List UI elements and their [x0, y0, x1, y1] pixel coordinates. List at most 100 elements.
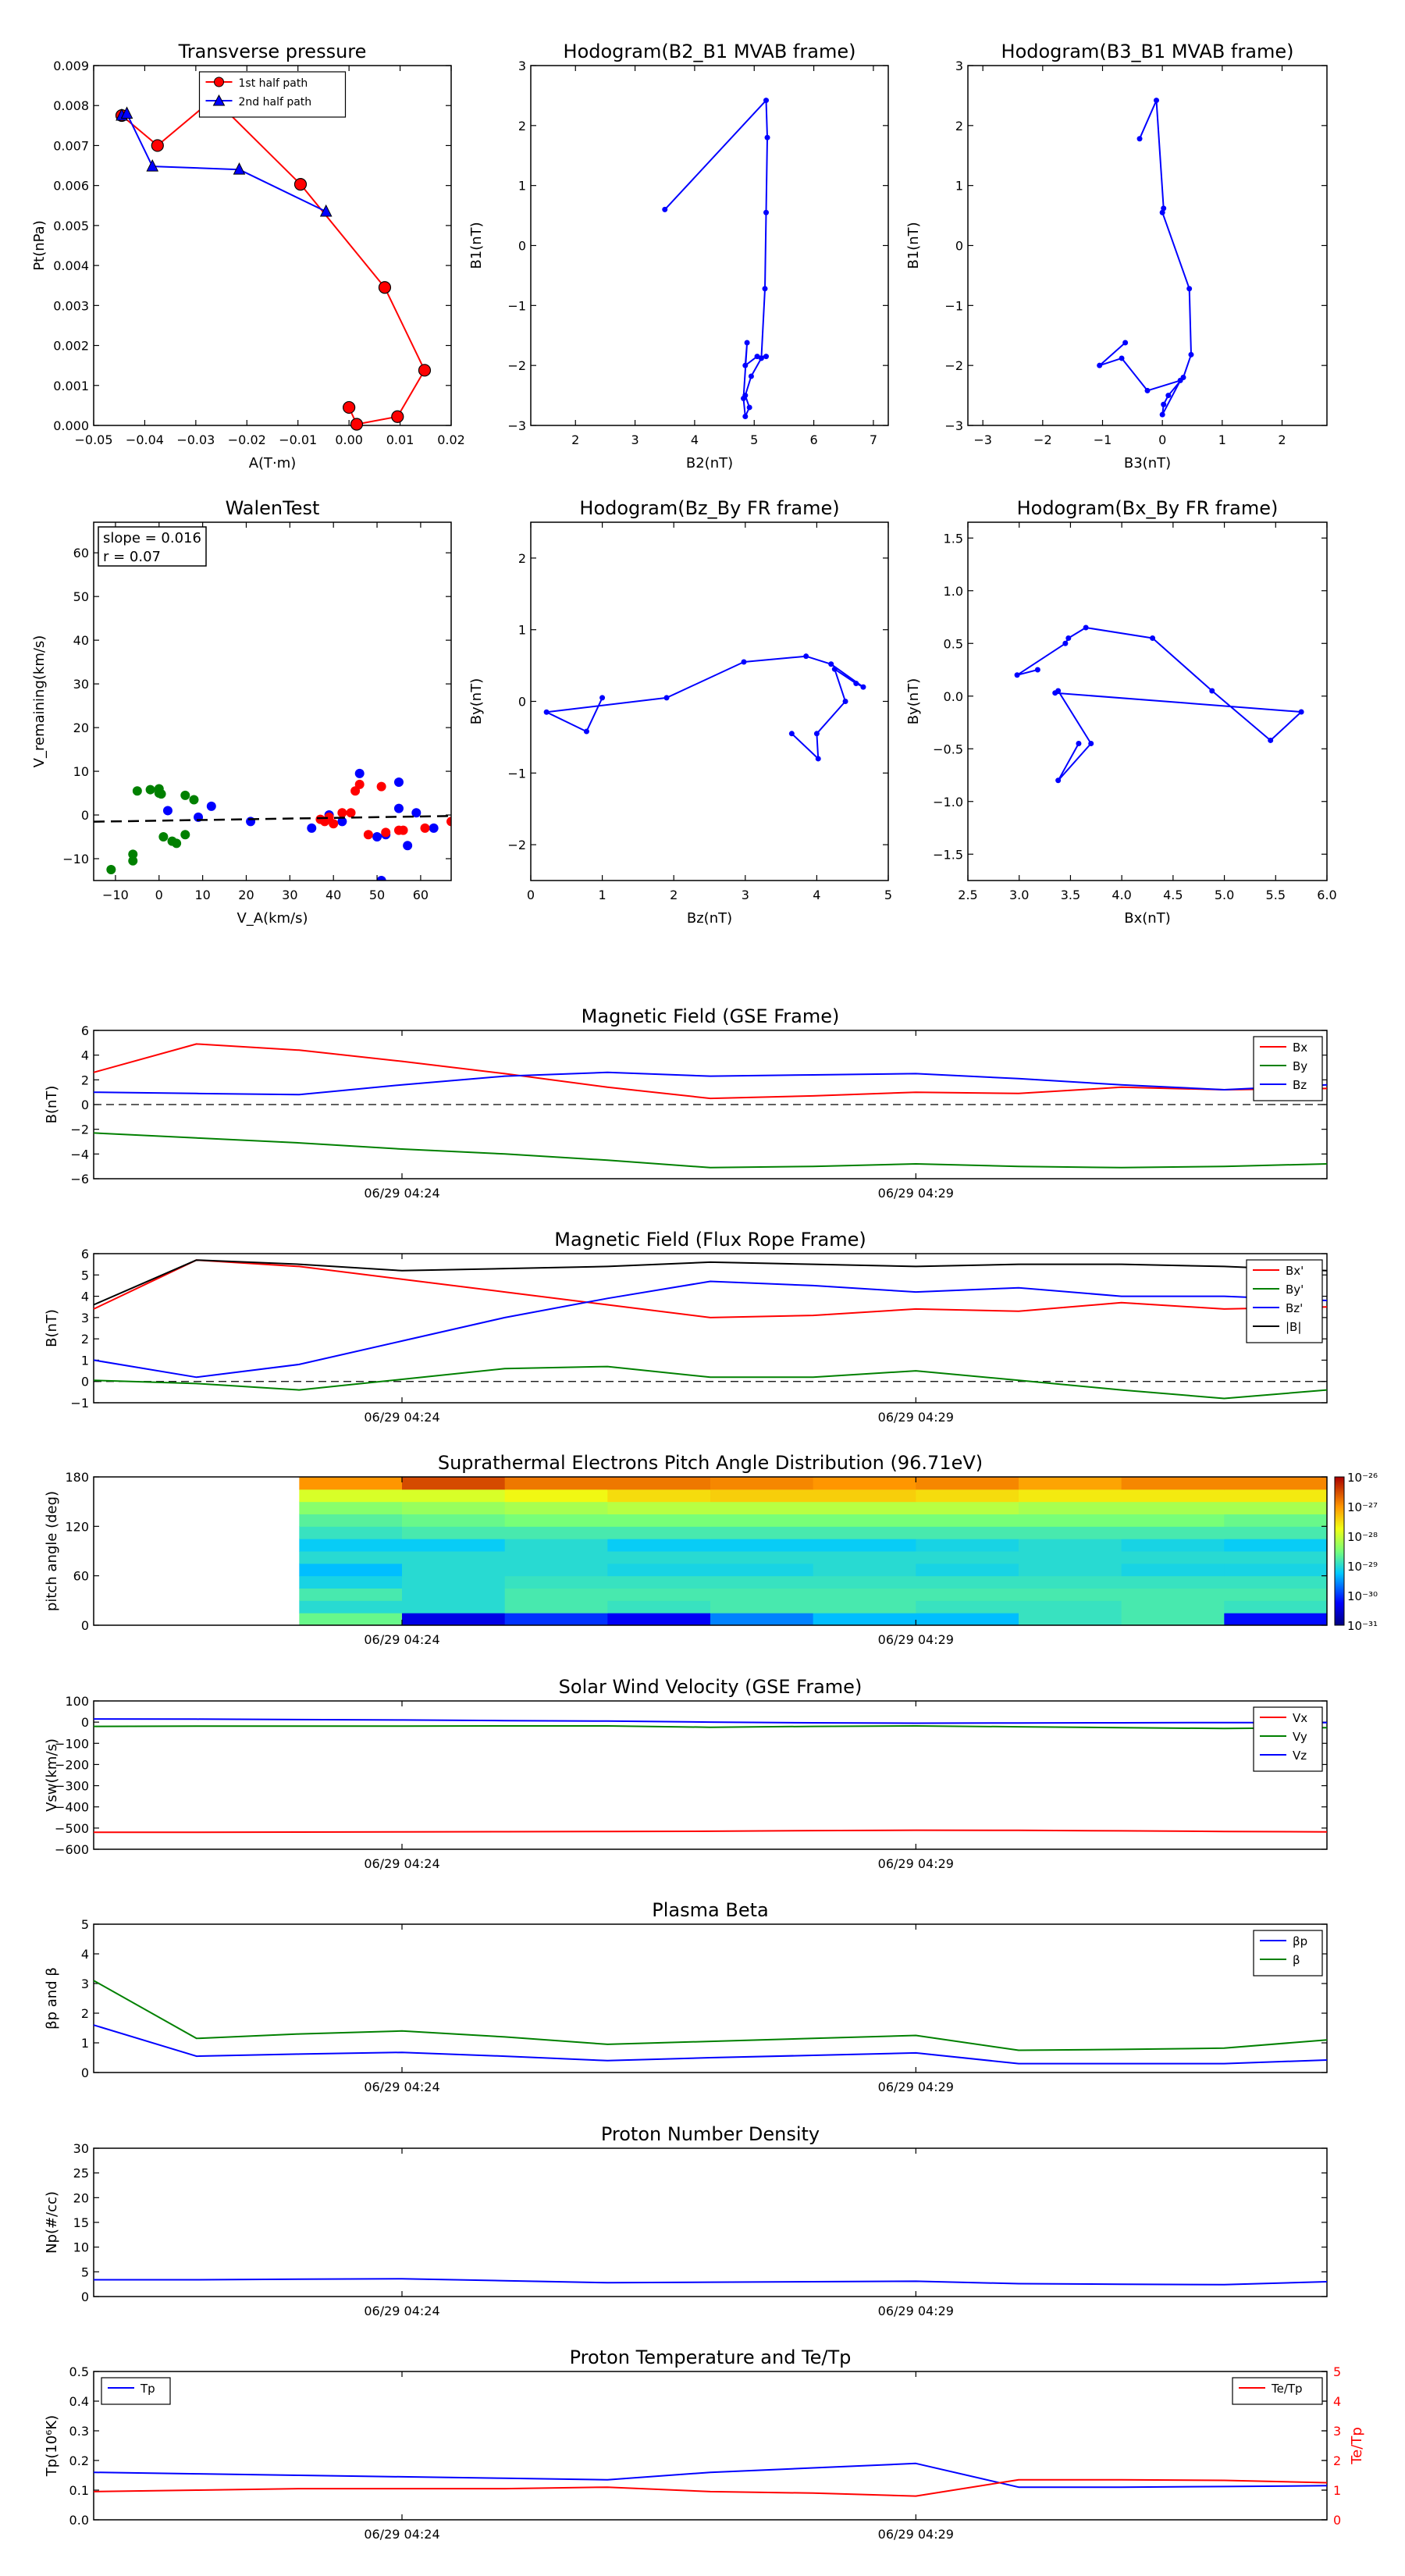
legend-label: Te/Tp: [1271, 2382, 1303, 2396]
x-tick-label: 20: [238, 888, 254, 902]
y-axis-label: Tp(10⁶K): [44, 2415, 60, 2477]
data-point: [1150, 635, 1156, 641]
heatmap-cell: [504, 1551, 608, 1564]
heatmap-cell: [607, 1563, 711, 1577]
x-tick-label: 0.00: [335, 432, 363, 447]
hodogram-line: [546, 655, 864, 760]
x-tick-label: 5.0: [1215, 888, 1234, 902]
y-tick-label: 10: [73, 764, 89, 779]
y-tick-label: 2: [955, 119, 963, 133]
plot-frame: [93, 65, 452, 426]
y-tick-label: 0.003: [53, 298, 89, 313]
heatmap-cell: [1224, 1514, 1328, 1527]
chart-title: Proton Temperature and Te/Tp: [570, 2347, 852, 2368]
heatmap-cell: [299, 1613, 403, 1626]
heatmap-cell: [1019, 1526, 1122, 1539]
heatmap-cell: [813, 1551, 916, 1564]
heatmap-cell: [504, 1575, 608, 1589]
heatmap-cell: [813, 1514, 916, 1527]
legend-box: [1253, 1930, 1323, 1976]
x-tick-label: 2.5: [958, 888, 977, 902]
legend-marker: [212, 94, 226, 106]
y-tick-label: −2: [507, 838, 526, 852]
data-point: [376, 781, 386, 792]
heatmap-cell: [299, 1563, 403, 1577]
x-axis-label: B3(nT): [1124, 455, 1171, 471]
data-point: [1161, 401, 1167, 407]
hodogram-line: [1016, 627, 1303, 781]
series-line-|B|: [93, 1259, 1328, 1306]
data-point: [758, 355, 764, 361]
data-point: [189, 795, 199, 805]
heatmap-cell: [607, 1477, 711, 1490]
chart-transverse-pressure: Transverse pressure A(T·m) Pt(nPa) 0.000 0.0…: [31, 41, 465, 471]
legend-label: |B|: [1286, 1320, 1301, 1334]
x-tick-label: 3: [631, 432, 638, 447]
chart-title: Proton Number Density: [601, 2123, 820, 2145]
data-point: [354, 768, 365, 778]
data-point: [393, 777, 404, 788]
heatmap-cell: [504, 1613, 608, 1626]
heatmap-cell: [813, 1613, 916, 1626]
x-tick-label: 06/29 04:29: [878, 1632, 954, 1647]
heatmap-cell: [710, 1600, 814, 1614]
series-line-Bx: [93, 1043, 1328, 1100]
plot-frame: [93, 2371, 1328, 2521]
heatmap-cell: [402, 1489, 506, 1503]
y-tick-label: 0.1: [69, 2483, 89, 2498]
legend-label: Bx: [1293, 1041, 1307, 1055]
x-tick-label: −10: [102, 888, 129, 902]
annotation-r: r = 0.07: [103, 549, 161, 565]
heatmap-cell: [916, 1514, 1019, 1527]
data-point: [742, 362, 749, 368]
heatmap-cell: [299, 1539, 403, 1552]
x-tick-label: 06/29 04:24: [364, 1410, 439, 1425]
y-tick-label: −1: [944, 298, 963, 313]
data-point: [1088, 741, 1094, 746]
data-point: [156, 789, 166, 799]
data-point: [446, 817, 451, 827]
x-tick-label: −1: [1094, 432, 1112, 447]
plot-frame: [530, 521, 889, 881]
legend-label: Bx': [1286, 1264, 1304, 1278]
y-tick-label: 1: [955, 179, 963, 194]
x-axis-label: A(T·m): [249, 455, 297, 471]
series-line-Tp: [93, 2462, 1328, 2489]
data-point: [420, 823, 430, 833]
heatmap-cell: [607, 1489, 711, 1503]
heatmap-cell: [607, 1575, 711, 1589]
heatmap-cell: [1121, 1575, 1225, 1589]
x-axis-label: Bx(nT): [1124, 910, 1170, 927]
heatmap-cell: [916, 1501, 1019, 1514]
heatmap-cell: [916, 1600, 1019, 1614]
y-tick-label: −300: [55, 1779, 89, 1794]
y-tick-label: 2: [518, 551, 526, 566]
y-tick-label: 0.007: [53, 138, 89, 153]
x-tick-label: −0.05: [74, 432, 112, 447]
data-point: [741, 395, 747, 401]
data-point: [744, 340, 750, 346]
heatmap-cell: [1019, 1539, 1122, 1552]
y-tick-label: 60: [73, 1569, 89, 1584]
x-tick-label: 06/29 04:29: [878, 2527, 954, 2542]
hodogram-line: [664, 99, 768, 418]
heatmap-cell: [813, 1539, 916, 1552]
chart-title: Hodogram(Bx_By FR frame): [1017, 497, 1279, 519]
y-tick-label: 4: [81, 1048, 89, 1063]
heatmap-cell: [1224, 1588, 1328, 1601]
heatmap-cell: [710, 1551, 814, 1564]
data-point: [128, 856, 138, 866]
y-right-tick-label: 5: [1333, 2364, 1341, 2379]
data-point: [1298, 709, 1304, 715]
y-tick-label: 2: [518, 119, 526, 133]
data-point: [763, 354, 770, 360]
heatmap-cell: [1121, 1551, 1225, 1564]
legend-label: By: [1293, 1059, 1307, 1073]
chart-timeseries-12: Proton Temperature and Te/Tp Tp(10⁶K) 0.0 0…: [44, 2347, 1365, 2542]
data-point: [741, 659, 747, 665]
y-axis-label: Vsw(km/s): [44, 1738, 60, 1812]
heatmap-cell: [916, 1526, 1019, 1539]
y-tick-label: 0.008: [53, 98, 89, 113]
heatmap-cell: [402, 1575, 506, 1589]
x-tick-label: −3: [973, 432, 992, 447]
